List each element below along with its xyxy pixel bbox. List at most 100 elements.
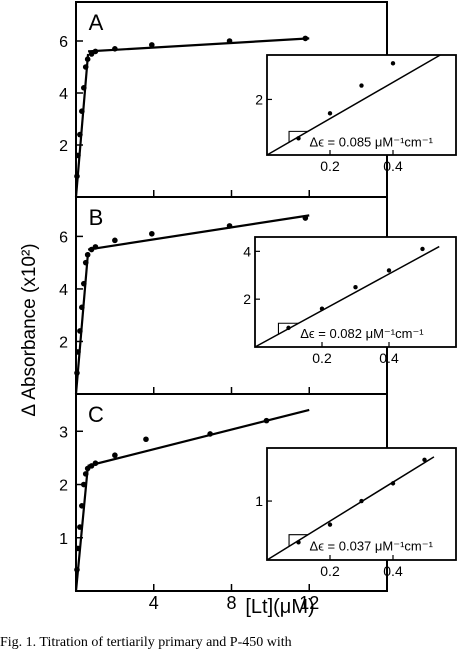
inset-x-tick-label: 0.4 xyxy=(379,350,399,366)
data-point xyxy=(79,503,85,509)
data-point xyxy=(226,223,233,229)
inset-fit-line xyxy=(254,245,440,348)
x-axis-label: [Lt](μM) xyxy=(245,596,314,618)
inset-fit-line xyxy=(266,456,435,561)
inset-fit-line xyxy=(266,54,441,156)
inset-data-point xyxy=(296,540,301,545)
y-tick-label: 4 xyxy=(59,86,68,103)
data-point xyxy=(80,481,87,488)
inset-data-point xyxy=(353,285,358,290)
data-point xyxy=(77,328,83,334)
panel-A: A 2 4 6 0.2 0.4 2 Δϵ = 0.085 μM⁻¹cm⁻¹ xyxy=(59,1,457,198)
slope-triangle xyxy=(288,130,308,143)
y-tick-label: 6 xyxy=(59,34,68,51)
slope-triangle xyxy=(277,322,299,335)
data-point xyxy=(92,48,99,55)
inset-data-point xyxy=(390,61,396,66)
data-point xyxy=(79,304,85,311)
inset-data-point xyxy=(386,268,392,273)
inset-x-tick-label: 0.2 xyxy=(320,563,340,579)
data-point xyxy=(112,452,118,459)
data-point xyxy=(143,436,149,443)
inset-x-tick-label: 0.4 xyxy=(383,563,403,579)
panel-B: B 2 4 6 0.2 0.4 2 4 Δϵ = 0.082 μM⁻¹cm⁻¹ xyxy=(59,196,457,395)
slope-annotation: Δϵ = 0.085 μM⁻¹cm⁻¹ xyxy=(310,134,434,149)
fit-line xyxy=(74,252,90,395)
data-point xyxy=(74,566,80,573)
inset-y-tick-label: 2 xyxy=(255,91,263,107)
y-tick-label: 3 xyxy=(59,424,68,441)
data-point xyxy=(92,460,99,467)
inset-data-point xyxy=(420,246,425,252)
inset-data-point xyxy=(390,481,396,486)
fit-line xyxy=(87,408,310,467)
data-point xyxy=(302,215,309,221)
inset-plot: 0.2 0.4 2 4 Δϵ = 0.082 μM⁻¹cm⁻¹ xyxy=(243,236,457,366)
data-point xyxy=(112,46,118,52)
fit-line xyxy=(87,214,310,251)
panel-label: B xyxy=(89,205,104,230)
y-tick-label: 2 xyxy=(59,478,68,495)
x-tick-label: 8 xyxy=(226,593,236,613)
inset-frame xyxy=(266,54,457,156)
data-point xyxy=(74,173,80,179)
inset-data-point xyxy=(327,111,333,116)
inset-x-tick-label: 0.2 xyxy=(320,158,340,174)
inset-data-point xyxy=(422,457,427,462)
inset-x-tick-label: 0.4 xyxy=(383,158,403,174)
data-point xyxy=(79,108,85,114)
data-point xyxy=(77,131,83,138)
y-axis-label: Δ Absorbance (x10²) xyxy=(19,243,40,416)
y-tick-label: 2 xyxy=(59,334,68,351)
data-point xyxy=(75,152,81,159)
data-point xyxy=(82,259,89,266)
data-point xyxy=(149,230,155,237)
panel-label: A xyxy=(89,10,104,35)
y-tick-label: 2 xyxy=(59,138,68,155)
slope-annotation: Δϵ = 0.037 μM⁻¹cm⁻¹ xyxy=(310,538,434,553)
data-point xyxy=(82,471,89,477)
panels: A 2 4 6 0.2 0.4 2 Δϵ = 0.085 μM⁻¹cm⁻¹ B 2 4 6 0.2 0.4… xyxy=(59,1,457,592)
x-tick-label: 12 xyxy=(299,593,319,613)
inset-data-point xyxy=(327,522,333,527)
data-point xyxy=(112,237,118,244)
panel-label: C xyxy=(88,402,104,427)
slope-triangle xyxy=(288,534,308,547)
data-point xyxy=(80,85,87,91)
data-point xyxy=(226,38,233,44)
inset-plot: 0.2 0.4 2 Δϵ = 0.085 μM⁻¹cm⁻¹ xyxy=(255,54,457,174)
y-tick-label: 1 xyxy=(59,531,68,548)
figure-caption: Fig. 1. Titration of tertiarily primary … xyxy=(0,636,292,650)
y-tick-label: 4 xyxy=(59,282,68,299)
y-tick-label: 6 xyxy=(59,229,68,246)
inset-y-tick-label: 1 xyxy=(255,493,263,509)
inset-y-tick-label: 4 xyxy=(243,243,251,259)
data-point xyxy=(263,417,270,424)
shared-x-axis: 4 8 12 xyxy=(149,593,320,613)
panel-C: C 1 2 3 0.2 0.4 1 Δϵ = 0.037 μM⁻¹cm⁻¹ xyxy=(59,393,457,592)
data-point xyxy=(92,244,99,250)
data-point xyxy=(82,64,89,70)
data-point xyxy=(207,431,213,437)
inset-data-point xyxy=(359,498,364,504)
data-point xyxy=(75,349,81,355)
inset-y-tick-label: 2 xyxy=(243,291,251,307)
fit-line xyxy=(74,53,90,198)
data-point xyxy=(149,42,155,48)
slope-annotation: Δϵ = 0.082 μM⁻¹cm⁻¹ xyxy=(300,326,424,341)
data-point xyxy=(80,280,87,287)
x-tick-label: 4 xyxy=(149,593,159,613)
data-point xyxy=(74,370,80,376)
data-point xyxy=(77,524,83,530)
inset-data-point xyxy=(296,136,301,141)
fit-line xyxy=(74,468,89,592)
inset-x-tick-label: 0.2 xyxy=(312,350,332,366)
inset-data-point xyxy=(359,83,364,88)
inset-data-point xyxy=(286,325,291,331)
fit-line xyxy=(87,37,310,53)
inset-plot: 0.2 0.4 1 Δϵ = 0.037 μM⁻¹cm⁻¹ xyxy=(255,447,457,579)
data-point xyxy=(84,56,91,62)
data-point xyxy=(75,545,81,552)
data-point xyxy=(302,35,309,42)
